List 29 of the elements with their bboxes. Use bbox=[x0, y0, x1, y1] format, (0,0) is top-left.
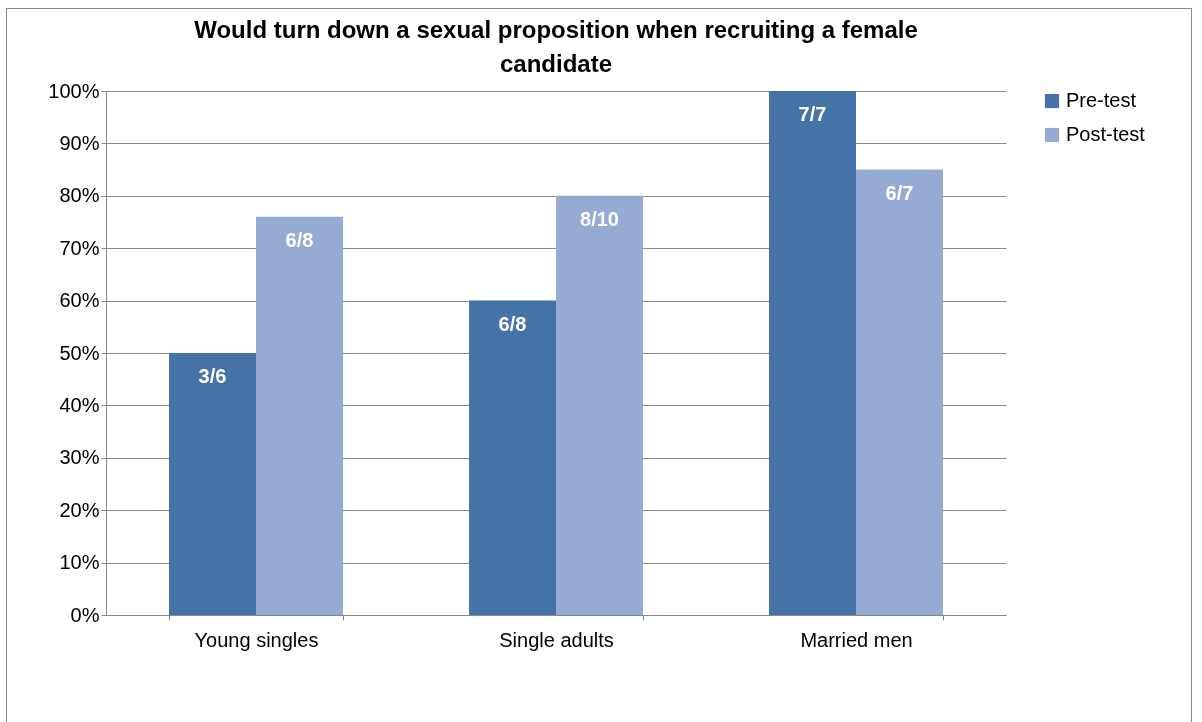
annotation: 8/10 bbox=[580, 207, 619, 230]
annotation: 6/8 bbox=[498, 312, 527, 335]
x-tick-label: Young singles bbox=[194, 628, 319, 651]
y-tick-label: 40% bbox=[59, 393, 100, 416]
bar bbox=[556, 195, 643, 615]
y-tick-label: 70% bbox=[59, 236, 100, 259]
annotation: 7/7 bbox=[798, 103, 827, 125]
bar bbox=[169, 353, 256, 615]
x-tick-label: Married men bbox=[800, 628, 913, 651]
y-tick-label: 10% bbox=[59, 551, 100, 574]
x-tick-label: Single adults bbox=[499, 628, 614, 651]
chart-title: Would turn down a sexual proposition when recruiting a female candidate bbox=[194, 16, 918, 77]
bar bbox=[856, 169, 943, 615]
y-tick-label: 80% bbox=[59, 184, 100, 207]
y-tick-label: 20% bbox=[59, 498, 100, 521]
legend-label: Pre-test bbox=[1066, 89, 1137, 111]
y-tick-label: 30% bbox=[59, 446, 100, 469]
annotation: 6/7 bbox=[885, 181, 914, 204]
bar bbox=[256, 216, 343, 615]
annotation: 6/8 bbox=[285, 228, 314, 251]
bar bbox=[769, 91, 856, 615]
y-tick-label: 100% bbox=[48, 79, 100, 102]
y-tick-label: 90% bbox=[59, 131, 100, 154]
y-tick-label: 50% bbox=[59, 341, 100, 364]
bar bbox=[469, 300, 556, 615]
annotation: 3/6 bbox=[198, 365, 227, 387]
legend-label: Post-test bbox=[1066, 123, 1146, 145]
y-tick-label: 60% bbox=[59, 289, 100, 312]
y-tick-label: 0% bbox=[70, 603, 100, 626]
